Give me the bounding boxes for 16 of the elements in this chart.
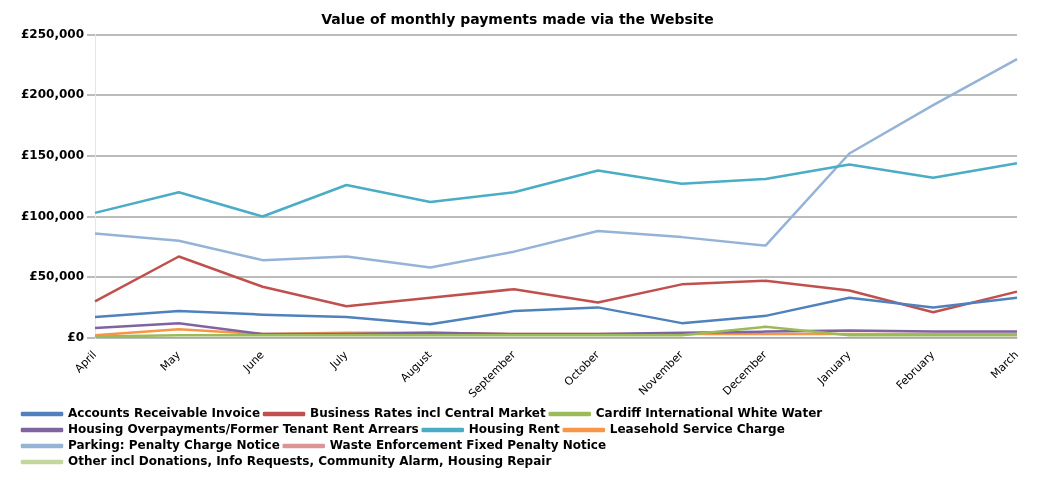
chart-title: Value of monthly payments made via the Website (321, 11, 714, 28)
y-tick-label: £50,000 (29, 269, 85, 284)
y-tick-label: £250,000 (20, 26, 85, 41)
legend-label: Other incl Donations, Info Requests, Community Alarm, Housing Repair (68, 454, 552, 469)
legend-label: Cardiff International White Water (595, 406, 823, 421)
legend-label: Waste Enforcement Fixed Penalty Notice (329, 438, 607, 453)
y-tick-label: £100,000 (20, 208, 85, 223)
y-tick-label: £0 (67, 329, 85, 344)
legend-label: Business Rates incl Central Market (310, 406, 546, 421)
y-tick-label: £150,000 (20, 148, 85, 163)
y-tick-label: £200,000 (20, 87, 85, 102)
legend-label: Housing Rent (468, 422, 561, 437)
legend-label: Leasehold Service Charge (609, 422, 785, 437)
legend-label: Parking: Penalty Charge Notice (68, 438, 280, 453)
legend-label: Housing Overpayments/Former Tenant Rent Arrears (68, 422, 419, 437)
legend-label: Accounts Receivable Invoice (68, 406, 261, 421)
